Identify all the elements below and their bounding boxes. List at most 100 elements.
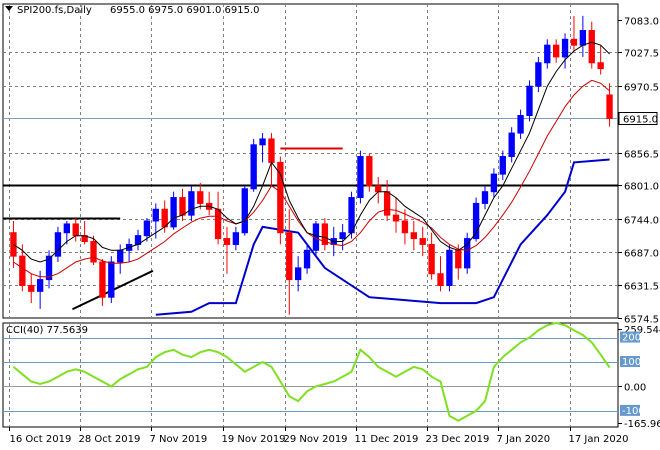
- candle-body: [90, 241, 97, 263]
- candle-body: [553, 44, 560, 58]
- candle-body: [606, 94, 613, 119]
- candle: [54, 226, 62, 263]
- current-price-label: 6915.0: [623, 115, 658, 126]
- price-axis-label: 6744.0: [624, 216, 659, 227]
- candle: [544, 39, 551, 69]
- candle-body: [526, 85, 533, 116]
- cci-header: CCI(40) 77.5639: [6, 325, 88, 336]
- candle-body: [481, 191, 489, 204]
- moving-average-black: [13, 41, 610, 263]
- candle: [517, 109, 524, 139]
- candle-body: [152, 208, 159, 222]
- candle: [357, 150, 364, 204]
- candle: [45, 250, 53, 289]
- candle: [392, 197, 400, 233]
- current-price-box: [618, 112, 658, 125]
- candle-body: [188, 191, 195, 216]
- candle: [366, 153, 373, 192]
- time-axis-label: 29 Nov 2019: [284, 434, 348, 445]
- candle-body: [19, 255, 26, 286]
- candle: [446, 244, 453, 292]
- candle-body: [561, 38, 569, 58]
- price-panel-frame: [2, 3, 619, 319]
- candle: [481, 185, 489, 210]
- symbol-label: SPI200.fs,Daily: [17, 5, 92, 16]
- candle-body: [544, 44, 551, 64]
- candle: [428, 232, 435, 280]
- price-axis-label: 6970.5: [624, 83, 659, 94]
- candle-body: [268, 138, 275, 163]
- candle: [303, 244, 311, 274]
- trailing-stop-line: [155, 158, 610, 316]
- candle-body: [241, 188, 248, 234]
- moving-averages: [13, 41, 610, 278]
- candle: [508, 127, 515, 163]
- candle-body: [197, 191, 204, 204]
- chart-background: [2, 3, 619, 428]
- candle: [28, 273, 35, 304]
- time-axis-label: 19 Nov 2019: [222, 434, 286, 445]
- candle: [90, 235, 97, 265]
- candle-body: [277, 161, 284, 234]
- candle: [401, 209, 409, 245]
- price-axis-label: 6687.0: [624, 249, 659, 260]
- candle-body: [472, 202, 480, 240]
- cci-axis-label: 100: [622, 357, 641, 368]
- time-axis-label: 7 Jan 2020: [497, 434, 551, 445]
- candle-body: [28, 284, 35, 292]
- candle: [561, 33, 569, 69]
- axes: 16 Oct 2019 28 Oct 2019 7 Nov 2019 19 Nov 2…: [9, 17, 660, 445]
- cci-axis-label: 0.00: [624, 382, 646, 393]
- candle: [294, 256, 302, 292]
- candle: [570, 15, 578, 52]
- candle-body: [597, 62, 604, 70]
- chart-header: SPI200.fs,Daily 6955.0 6975.0 6901.0 691…: [5, 5, 260, 16]
- candle-body: [455, 249, 462, 269]
- time-axis-label: 28 Oct 2019: [79, 434, 141, 445]
- candle-body: [108, 261, 115, 298]
- candle-body: [99, 261, 106, 298]
- candle: [223, 226, 231, 274]
- candle-body: [303, 249, 311, 269]
- candle-body: [259, 138, 266, 146]
- candle: [277, 156, 284, 245]
- candle: [143, 218, 151, 242]
- candle-body: [499, 156, 506, 175]
- candle-body: [419, 238, 426, 245]
- time-axis-label: 17 Jan 2020: [569, 434, 629, 445]
- cci-panel-frame: [2, 322, 619, 428]
- candle-body: [339, 232, 346, 240]
- candle-body: [375, 185, 382, 193]
- candle: [535, 56, 542, 93]
- price-axis-label: 6801.0: [624, 182, 659, 193]
- candle: [526, 80, 533, 122]
- candle-body: [410, 232, 417, 240]
- candle: [597, 45, 604, 75]
- candle: [197, 182, 204, 210]
- candle-body: [437, 273, 444, 286]
- candle-body: [517, 114, 524, 134]
- candle-body: [366, 156, 373, 187]
- cci-level-badge: [620, 331, 640, 343]
- candle: [170, 191, 177, 230]
- dropdown-triangle-icon[interactable]: [5, 6, 13, 11]
- candle-body: [392, 214, 400, 222]
- candle: [241, 185, 248, 236]
- candle-body: [490, 173, 498, 193]
- price-axis-label: 6856.5: [624, 150, 659, 161]
- candle-body: [428, 243, 435, 275]
- cci-axis-label: 200: [622, 333, 641, 344]
- cci-axis-label: 259.5442: [624, 325, 660, 336]
- candle: [437, 256, 444, 292]
- candle-body: [36, 279, 44, 292]
- candle-body: [179, 197, 186, 216]
- candle: [188, 185, 195, 221]
- candle-body: [535, 62, 542, 87]
- cci-line: [12, 321, 611, 422]
- candle-body: [72, 223, 79, 237]
- candle: [108, 256, 115, 304]
- candle: [553, 39, 560, 63]
- cci-level-badge: [620, 404, 640, 416]
- candle: [490, 168, 498, 198]
